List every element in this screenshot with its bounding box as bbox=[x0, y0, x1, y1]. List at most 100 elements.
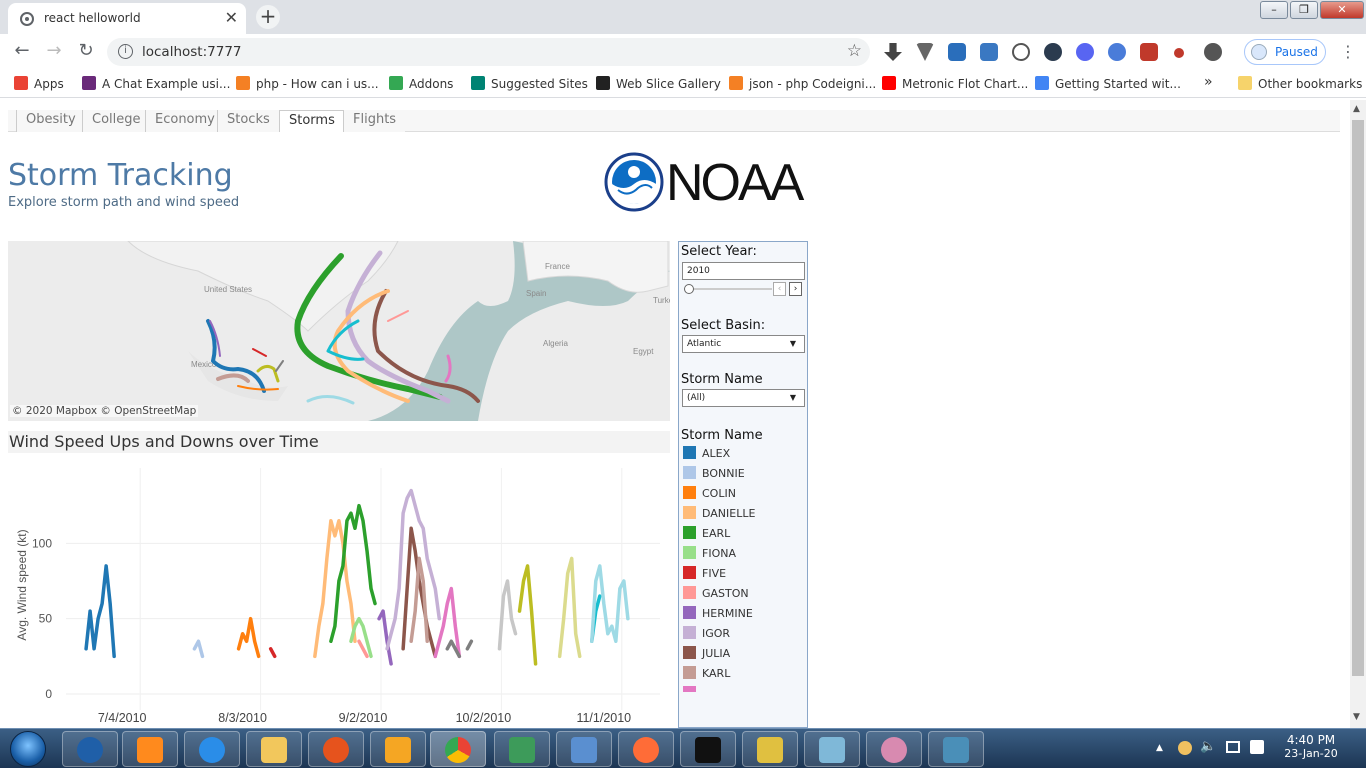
omnibox[interactable]: i localhost:7777 ☆ bbox=[107, 38, 870, 66]
site-info-icon[interactable]: i bbox=[118, 44, 133, 59]
taskbar-app-explorer[interactable] bbox=[246, 731, 302, 767]
legend-item[interactable]: EARL bbox=[683, 526, 730, 540]
taskbar-app-photos[interactable] bbox=[928, 731, 984, 767]
back-icon[interactable]: ← bbox=[14, 40, 30, 61]
profile-button[interactable]: Paused bbox=[1244, 39, 1326, 65]
maximize-icon[interactable]: ❐ bbox=[1290, 1, 1318, 19]
storm-map[interactable]: United States Mexico France Spain Turke … bbox=[8, 241, 670, 421]
legend-item[interactable] bbox=[683, 686, 702, 692]
save-extension-icon[interactable] bbox=[980, 43, 998, 61]
bookmark-item[interactable]: json - php Codeigni... bbox=[729, 76, 876, 91]
legend-item[interactable]: GASTON bbox=[683, 586, 749, 600]
scroll-thumb[interactable] bbox=[1352, 120, 1364, 676]
taskbar-app-chrome[interactable] bbox=[430, 731, 486, 767]
taskbar-app-firefox[interactable] bbox=[308, 731, 364, 767]
eye-extension-icon[interactable] bbox=[1044, 43, 1062, 61]
slider-thumb[interactable] bbox=[684, 284, 694, 294]
screenshot-extension-icon[interactable] bbox=[948, 43, 966, 61]
bookmark-star-icon[interactable]: ☆ bbox=[846, 41, 862, 61]
record-extension-icon[interactable] bbox=[1174, 48, 1184, 58]
start-button[interactable] bbox=[4, 729, 52, 768]
map-canvas[interactable]: United States Mexico France Spain Turke … bbox=[8, 241, 670, 421]
scroll-up-icon[interactable]: ▲ bbox=[1353, 104, 1360, 114]
year-input[interactable]: 2010 bbox=[682, 262, 805, 280]
legend-item[interactable]: BONNIE bbox=[683, 466, 745, 480]
close-window-icon[interactable]: ✕ bbox=[1320, 1, 1364, 19]
legend-item[interactable]: IGOR bbox=[683, 626, 730, 640]
noaa-logo: NOAA bbox=[604, 152, 814, 212]
legend-item[interactable]: FIONA bbox=[683, 546, 736, 560]
page-scrollbar[interactable]: ▲ ▼ bbox=[1350, 100, 1366, 728]
close-tab-icon[interactable]: ✕ bbox=[224, 8, 238, 27]
other-bookmarks[interactable]: Other bookmarks bbox=[1238, 76, 1362, 91]
browser-tab[interactable]: react helloworld ✕ bbox=[8, 3, 246, 34]
json-extension-icon[interactable] bbox=[1012, 43, 1030, 61]
bookmark-item[interactable]: Addons bbox=[389, 76, 453, 91]
basin-select[interactable]: Atlantic ▼ bbox=[682, 335, 805, 353]
wind-speed-chart[interactable]: 0 50 100 7/4/2010 8/3/2010 9/2/2010 10/2/2010 1… bbox=[8, 460, 670, 728]
tray-expand-icon[interactable]: ▲ bbox=[1156, 743, 1163, 753]
year-label: Select Year: bbox=[681, 244, 757, 259]
chrome-icon bbox=[445, 737, 471, 763]
legend-item[interactable]: COLIN bbox=[683, 486, 736, 500]
storm-select[interactable]: (All) ▼ bbox=[682, 389, 805, 407]
menu-kebab-icon[interactable]: ⋮ bbox=[1340, 42, 1356, 61]
bookmark-item[interactable]: Metronic Flot Chart... bbox=[882, 76, 1028, 91]
bookmark-item[interactable]: php - How can i us... bbox=[236, 76, 379, 91]
legend-swatch bbox=[683, 526, 696, 539]
bookmarks-overflow-icon[interactable]: » bbox=[1204, 74, 1213, 90]
tab-college[interactable]: College bbox=[82, 110, 150, 132]
taskbar-clock[interactable]: 4:40 PM 23-Jan-20 bbox=[1276, 733, 1346, 760]
year-next-button[interactable]: › bbox=[789, 282, 802, 296]
bookmark-item[interactable]: A Chat Example usi... bbox=[82, 76, 230, 91]
track-colin bbox=[237, 385, 279, 391]
tab-flights[interactable]: Flights bbox=[343, 110, 406, 132]
bookmark-item[interactable]: Web Slice Gallery bbox=[596, 76, 721, 91]
bookmark-item[interactable]: Suggested Sites bbox=[471, 76, 588, 91]
globe-extension-icon[interactable] bbox=[1108, 43, 1126, 61]
volume-icon[interactable]: 🔈 bbox=[1200, 739, 1217, 754]
legend-item[interactable]: ALEX bbox=[683, 446, 730, 460]
minimize-icon[interactable]: – bbox=[1260, 1, 1288, 19]
taskbar-app-cmd[interactable] bbox=[680, 731, 736, 767]
year-slider[interactable] bbox=[684, 284, 772, 294]
taskbar-app-tableau[interactable] bbox=[556, 731, 612, 767]
puzzle-extension-icon[interactable] bbox=[1140, 43, 1158, 61]
network-icon[interactable] bbox=[1226, 741, 1240, 753]
legend-item[interactable]: DANIELLE bbox=[683, 506, 755, 520]
chart-canvas[interactable]: 0 50 100 7/4/2010 8/3/2010 9/2/2010 10/2/2010 1… bbox=[8, 460, 670, 728]
tab-economy[interactable]: Economy bbox=[145, 110, 224, 132]
taskbar-app-notepad[interactable] bbox=[494, 731, 550, 767]
taskbar-app-virtualbox[interactable] bbox=[62, 731, 118, 767]
legend-item[interactable]: JULIA bbox=[683, 646, 730, 660]
check-extension-icon[interactable] bbox=[1076, 43, 1094, 61]
pen-extension-icon[interactable] bbox=[1204, 43, 1222, 61]
taskbar-app-postman[interactable] bbox=[618, 731, 674, 767]
taskbar-app-media-player[interactable] bbox=[122, 731, 178, 767]
action-center-icon[interactable] bbox=[1250, 740, 1264, 754]
browser-tab-strip: react helloworld ✕ + – ❐ ✕ bbox=[0, 0, 1366, 34]
legend-item[interactable]: HERMINE bbox=[683, 606, 753, 620]
tab-stocks[interactable]: Stocks bbox=[217, 110, 279, 132]
bookmark-item[interactable]: Apps bbox=[14, 76, 64, 91]
tab-obesity[interactable]: Obesity bbox=[16, 110, 85, 132]
tray-weather-icon[interactable] bbox=[1178, 741, 1192, 755]
url-text[interactable]: localhost:7777 bbox=[142, 44, 242, 60]
map-credit[interactable]: © 2020 Mapbox © OpenStreetMap bbox=[10, 405, 199, 417]
download-extension-icon[interactable] bbox=[884, 43, 902, 61]
taskbar-app-paint[interactable] bbox=[866, 731, 922, 767]
taskbar-app-notes[interactable] bbox=[804, 731, 860, 767]
taskbar-app-ie[interactable] bbox=[184, 731, 240, 767]
new-tab-button[interactable]: + bbox=[256, 5, 280, 29]
taskbar-app-sublime[interactable] bbox=[370, 731, 426, 767]
reload-icon[interactable]: ↻ bbox=[78, 40, 94, 61]
scroll-down-icon[interactable]: ▼ bbox=[1353, 712, 1360, 722]
forward-icon[interactable]: → bbox=[46, 40, 62, 61]
legend-item[interactable]: FIVE bbox=[683, 566, 726, 580]
vue-extension-icon[interactable] bbox=[916, 43, 934, 61]
tab-storms[interactable]: Storms bbox=[279, 110, 345, 132]
bookmark-item[interactable]: Getting Started wit... bbox=[1035, 76, 1181, 91]
taskbar-app-transfer[interactable] bbox=[742, 731, 798, 767]
legend-item[interactable]: KARL bbox=[683, 666, 730, 680]
year-prev-button[interactable]: ‹ bbox=[773, 282, 786, 296]
